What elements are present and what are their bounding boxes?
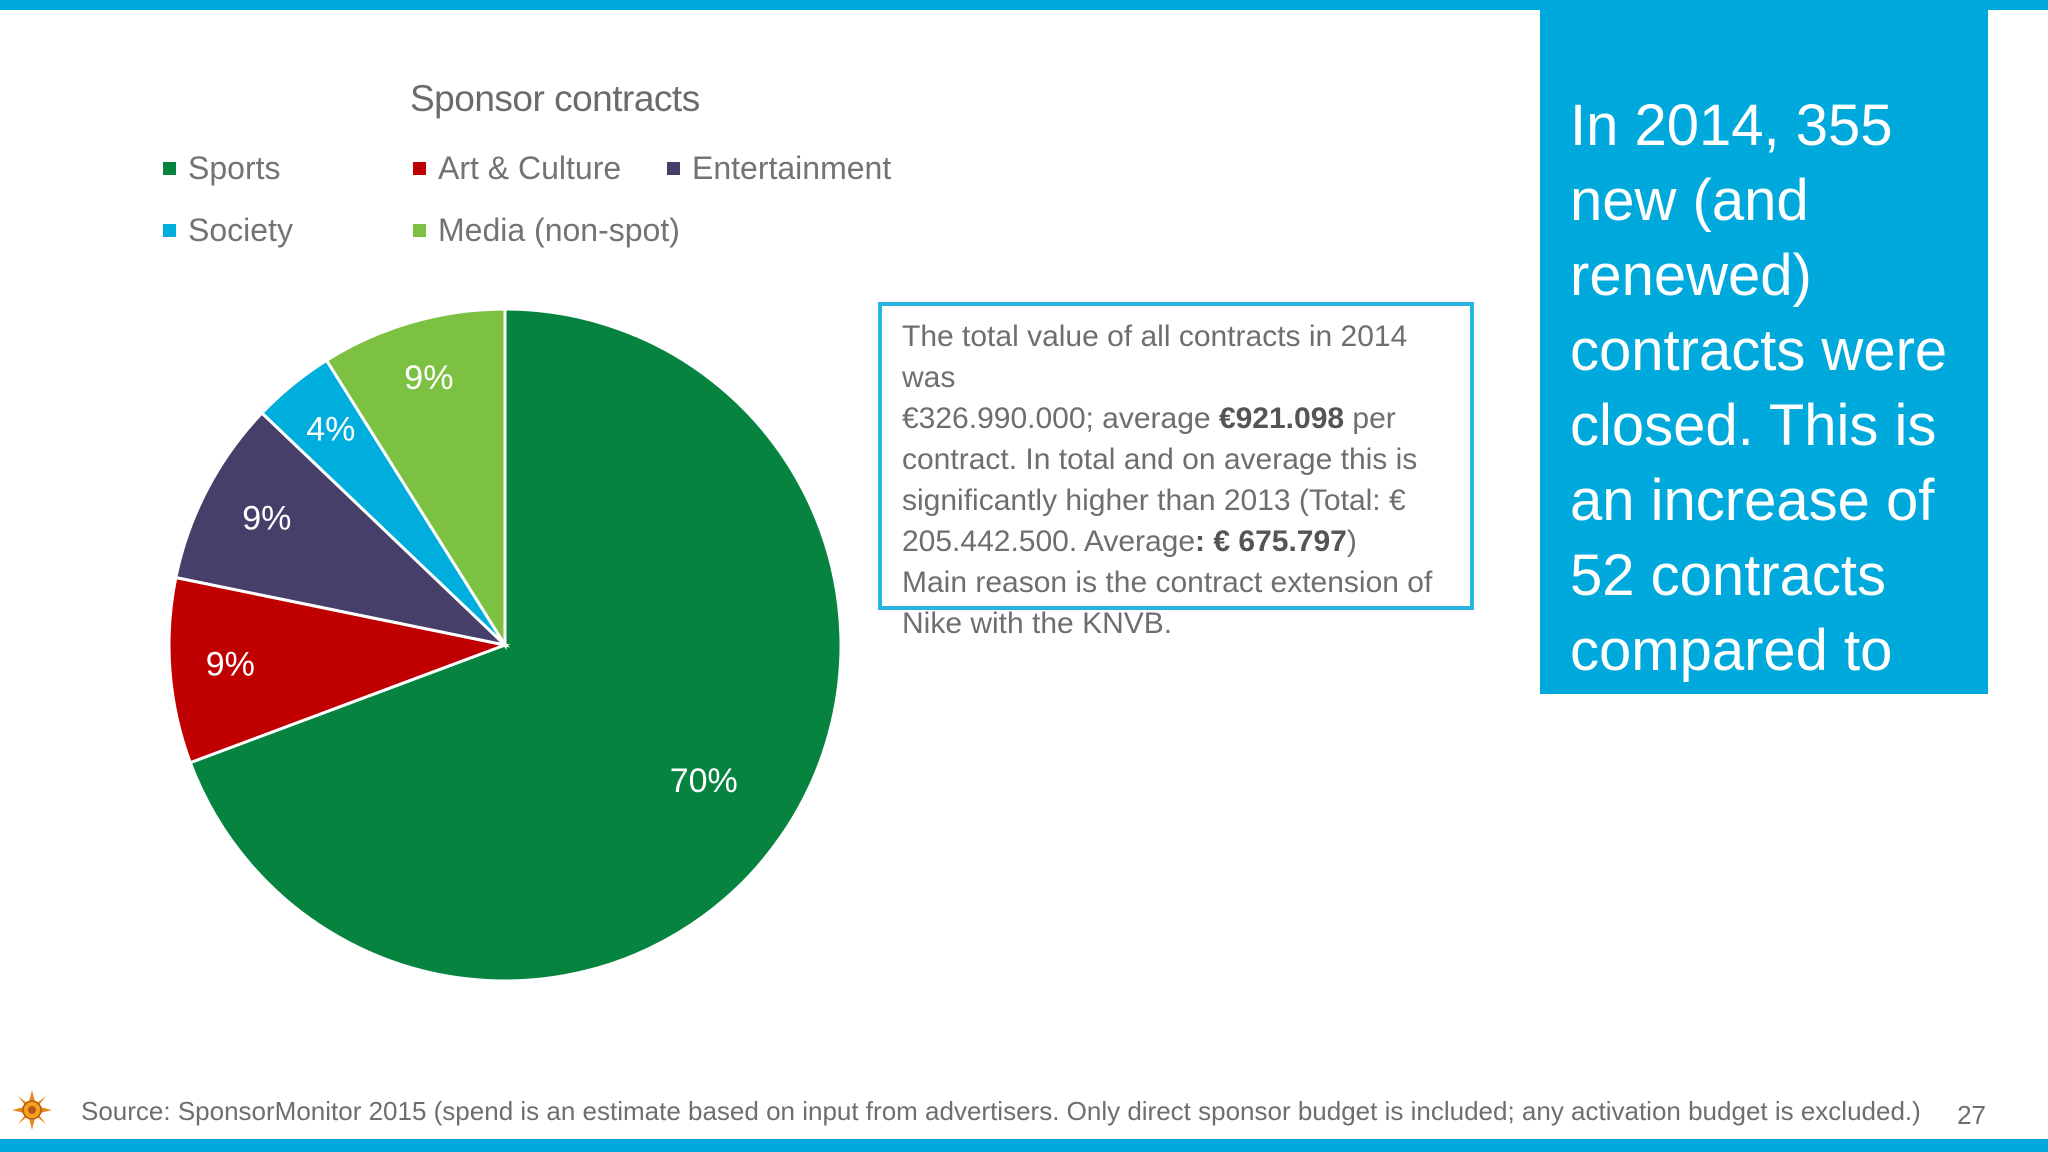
source-note: Source: SponsorMonitor 2015 (spend is an… bbox=[81, 1096, 1921, 1126]
pie-label-sports: 70% bbox=[670, 762, 738, 800]
info-average-2014: €921.098 bbox=[1218, 402, 1345, 435]
info-line-4: significantly higher than 2013 (Total: € bbox=[902, 484, 1406, 517]
info-line-7: Nike with the KNVB. bbox=[902, 607, 1173, 640]
bottom-accent-bar bbox=[0, 1139, 2048, 1152]
info-line-5-post: ) bbox=[1346, 525, 1357, 558]
pie-slice-sports bbox=[188, 307, 843, 983]
info-line-6: Main reason is the contract extension of bbox=[902, 566, 1433, 599]
info-average-2013: : € 675.797 bbox=[1195, 525, 1347, 558]
legend-swatch-entertainment bbox=[667, 162, 680, 175]
legend-item-entertainment: Entertainment bbox=[667, 150, 891, 187]
legend-label-society: Society bbox=[188, 212, 293, 248]
callout-text: In 2014, 355 new (and renewed) contracts… bbox=[1570, 93, 1948, 758]
info-line-2-pre: €326.990.000; average bbox=[902, 402, 1219, 435]
legend-label-media: Media (non-spot) bbox=[438, 212, 680, 248]
info-line-5-pre: 205.442.500. Average bbox=[902, 525, 1196, 558]
legend-item-society: Society bbox=[163, 212, 293, 249]
legend-swatch-sports bbox=[163, 162, 176, 175]
legend-label-sports: Sports bbox=[188, 150, 281, 186]
legend-swatch-society bbox=[163, 224, 176, 237]
info-line-5: 205.442.500. Average: € 675.797) bbox=[902, 521, 1454, 562]
pie-slice-art-culture bbox=[167, 575, 511, 765]
top-accent-bar bbox=[0, 0, 2048, 10]
legend-swatch-media bbox=[413, 224, 426, 237]
pie-slice-entertainment bbox=[174, 410, 510, 648]
pie-label-society: 4% bbox=[306, 410, 355, 448]
pie-label-art-culture: 9% bbox=[206, 645, 255, 683]
legend-swatch-art-culture bbox=[413, 162, 426, 175]
pie-slice-media-non-spot bbox=[324, 307, 507, 651]
sun-logo-icon bbox=[12, 1090, 52, 1130]
info-line-1: The total value of all contracts in 2014… bbox=[902, 320, 1408, 394]
legend-item-media: Media (non-spot) bbox=[413, 212, 680, 249]
legend-item-art-culture: Art & Culture bbox=[413, 150, 621, 187]
legend-item-sports: Sports bbox=[163, 150, 280, 187]
legend-label-entertainment: Entertainment bbox=[692, 150, 892, 186]
info-line-3: contract. In total and on average this i… bbox=[902, 443, 1418, 476]
legend-label-art-culture: Art & Culture bbox=[438, 150, 622, 186]
chart-title: Sponsor contracts bbox=[410, 78, 700, 119]
pie-label-entertainment: 9% bbox=[242, 499, 291, 537]
info-line-2-post: per bbox=[1344, 402, 1396, 435]
pie-label-media-non-spot: 9% bbox=[404, 359, 453, 397]
info-box: The total value of all contracts in 2014… bbox=[878, 302, 1474, 640]
info-line-2: €326.990.000; average €921.098 per bbox=[902, 398, 1454, 439]
chart-legend: Sports Art & Culture Entertainment Socie… bbox=[163, 150, 891, 280]
callout-box: In 2014, 355 new (and renewed) contracts… bbox=[1540, 10, 1988, 758]
page-number: 27 bbox=[1957, 1100, 1986, 1130]
